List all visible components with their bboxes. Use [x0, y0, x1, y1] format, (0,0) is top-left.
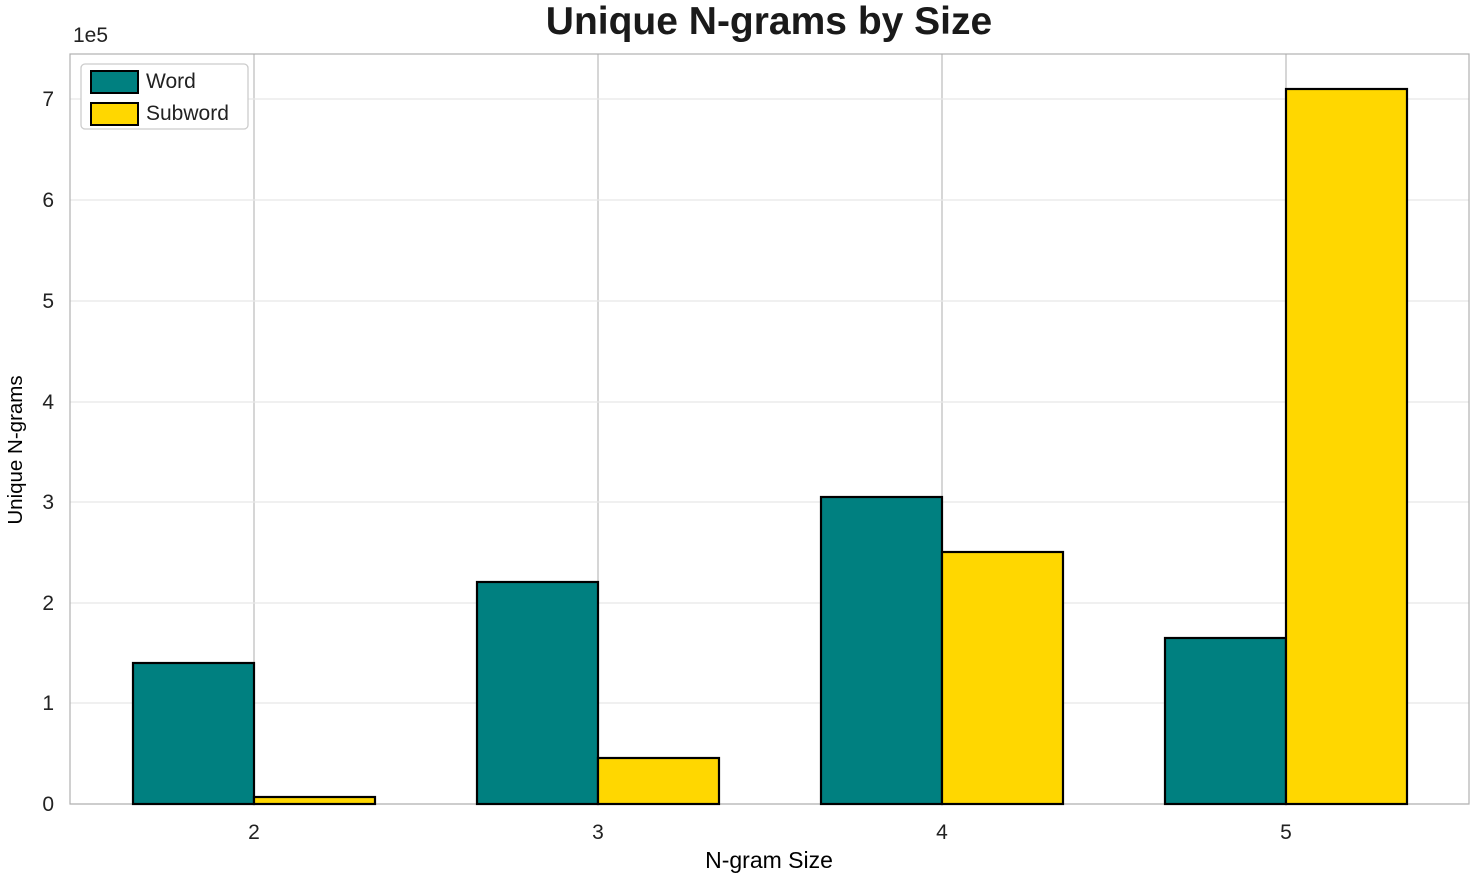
svg-text:4: 4 [936, 821, 948, 844]
svg-text:5: 5 [1280, 821, 1292, 844]
svg-text:3: 3 [42, 491, 54, 514]
svg-text:0: 0 [42, 793, 54, 816]
svg-text:7: 7 [42, 88, 54, 111]
svg-text:1: 1 [42, 692, 54, 715]
svg-text:3: 3 [592, 821, 604, 844]
svg-text:6: 6 [42, 189, 54, 212]
svg-text:5: 5 [42, 290, 54, 313]
svg-text:N-gram Size: N-gram Size [705, 847, 833, 873]
svg-text:1e5: 1e5 [73, 24, 108, 47]
svg-text:2: 2 [248, 821, 260, 844]
svg-text:2: 2 [42, 592, 54, 615]
svg-text:Unique N-grams by Size: Unique N-grams by Size [546, 0, 992, 43]
svg-text:Word: Word [146, 70, 196, 93]
svg-text:4: 4 [42, 391, 54, 414]
svg-text:Subword: Subword [146, 102, 229, 125]
svg-text:Unique N-grams: Unique N-grams [4, 375, 27, 524]
